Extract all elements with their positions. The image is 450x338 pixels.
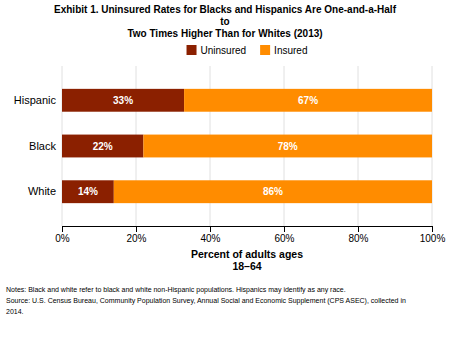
bar — [62, 135, 143, 158]
x-tick-mark — [62, 226, 63, 232]
x-tick-mark — [432, 226, 433, 232]
legend-swatch — [187, 45, 197, 55]
data-label: 14% — [78, 186, 98, 197]
annotation: 2014. — [6, 308, 24, 315]
grid — [62, 66, 432, 226]
bar — [184, 89, 432, 112]
bars — [62, 89, 432, 203]
y-tick: White — [28, 185, 56, 197]
x-tick-mark — [210, 226, 211, 232]
data-label: 86% — [263, 186, 283, 197]
x-tick: 80% — [348, 226, 368, 244]
x-tick: 0% — [55, 226, 70, 244]
x-tick-mark — [136, 226, 137, 232]
x-tick-label: 40% — [200, 233, 220, 244]
chart-container: Exhibit 1. Uninsured Rates for Blacks an… — [0, 0, 450, 338]
annotation: Source: U.S. Census Bureau, Community Po… — [6, 297, 406, 305]
x-tick-label: 60% — [274, 233, 294, 244]
x-tick-label: 100% — [420, 233, 446, 244]
y-tick-label: Hispanic — [14, 94, 57, 106]
data-label: 67% — [298, 95, 318, 106]
y-tick: Black — [29, 140, 56, 152]
y-axis: White Black Hispanic — [14, 94, 57, 197]
chart-title: Exhibit 1. Uninsured Rates for Blacks an… — [54, 4, 397, 15]
x-tick-mark — [358, 226, 359, 232]
x-tick: 100% — [420, 226, 446, 244]
x-axis-title: 18–64 — [232, 260, 261, 272]
legend-label: Insured — [274, 45, 307, 56]
x-tick: 20% — [126, 226, 146, 244]
plot-area: 14% 22% 33% 86% 78% 67% 0% 20% 40% 60% 80% 100% Whit… — [14, 66, 446, 244]
data-label: 33% — [113, 95, 133, 106]
legend-item: Insured — [260, 45, 307, 56]
x-tick-mark — [284, 226, 285, 232]
y-tick-label: Black — [29, 140, 56, 152]
bar — [114, 180, 432, 203]
y-tick: Hispanic — [14, 94, 57, 106]
legend-swatch — [260, 45, 270, 55]
data-labels: 14% 22% 33% 86% 78% 67% — [78, 95, 318, 197]
x-axis: 0% 20% 40% 60% 80% 100% — [55, 226, 445, 244]
chart-title: to — [220, 16, 229, 27]
bar — [143, 135, 432, 158]
data-label: 78% — [278, 141, 298, 152]
x-axis-line — [63, 227, 433, 233]
x-axis-title: Percent of adults ages — [191, 248, 303, 260]
legend-item: Uninsured — [187, 45, 247, 56]
x-tick: 40% — [200, 226, 220, 244]
legend-label: Uninsured — [201, 45, 247, 56]
bar — [62, 89, 184, 112]
chart-svg: Exhibit 1. Uninsured Rates for Blacks an… — [0, 0, 450, 338]
chart-title: Two Times Higher Than for Whites (2013) — [127, 28, 322, 39]
x-tick-label: 20% — [126, 233, 146, 244]
bar — [62, 180, 114, 203]
legend: Uninsured Insured — [187, 45, 308, 56]
annotation: Notes: Black and white refer to black an… — [6, 286, 346, 294]
data-label: 22% — [93, 141, 113, 152]
x-tick-label: 80% — [348, 233, 368, 244]
y-tick-label: White — [28, 185, 56, 197]
x-tick: 60% — [274, 226, 294, 244]
x-tick-label: 0% — [55, 233, 70, 244]
